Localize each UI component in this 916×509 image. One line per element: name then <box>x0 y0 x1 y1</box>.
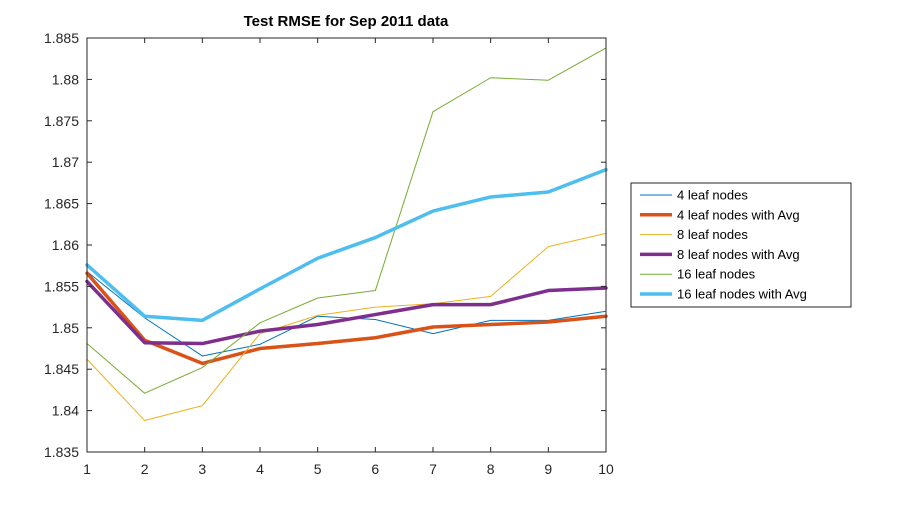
y-tick-label: 1.84 <box>52 403 79 419</box>
x-tick-label: 5 <box>314 461 322 477</box>
legend-entry-label: 16 leaf nodes with Avg <box>677 287 807 302</box>
legend-entry-label: 8 leaf nodes <box>677 227 748 242</box>
x-tick-label: 7 <box>429 461 437 477</box>
x-tick-label: 3 <box>198 461 206 477</box>
y-tick-label: 1.835 <box>44 444 79 460</box>
x-tick-label: 9 <box>544 461 552 477</box>
y-axis: 1.835 1.84 1.845 1.85 1.855 1.86 1.865 1.87 1.87… <box>44 30 606 460</box>
y-tick-label: 1.845 <box>44 361 79 377</box>
chart-title: Test RMSE for Sep 2011 data <box>244 13 449 30</box>
y-tick-label: 1.85 <box>52 320 79 336</box>
y-tick-label: 1.86 <box>52 237 79 253</box>
x-tick-label: 10 <box>598 461 614 477</box>
y-tick-label: 1.865 <box>44 196 79 212</box>
y-tick-label: 1.87 <box>52 154 79 170</box>
series-line-6 <box>85 167 608 323</box>
x-tick-label: 1 <box>83 461 91 477</box>
y-tick-label: 1.855 <box>44 278 79 294</box>
legend-entry-label: 4 leaf nodes <box>677 188 748 203</box>
series-line-5 <box>86 47 607 394</box>
y-tick-label: 1.885 <box>44 30 79 46</box>
y-tick-label: 1.88 <box>52 71 79 87</box>
series-line-3 <box>86 232 607 422</box>
legend: 4 leaf nodes 4 leaf nodes with Avg 8 leaf … <box>630 182 852 308</box>
x-tick-label: 8 <box>487 461 495 477</box>
x-tick-label: 6 <box>371 461 379 477</box>
axes-box <box>86 37 607 453</box>
x-axis: 1 2 3 4 5 6 7 8 9 10 <box>83 38 614 477</box>
x-tick-label: 4 <box>256 461 264 477</box>
series-line-4 <box>85 279 608 346</box>
series-line-2 <box>85 271 608 366</box>
legend-entry-label: 4 leaf nodes with Avg <box>677 207 800 222</box>
legend-entry-label: 8 leaf nodes with Avg <box>677 247 800 262</box>
legend-box <box>630 182 852 308</box>
x-tick-label: 2 <box>141 461 149 477</box>
legend-entry-label: 16 leaf nodes <box>677 267 756 282</box>
y-tick-label: 1.875 <box>44 113 79 129</box>
series-lines <box>85 47 608 422</box>
